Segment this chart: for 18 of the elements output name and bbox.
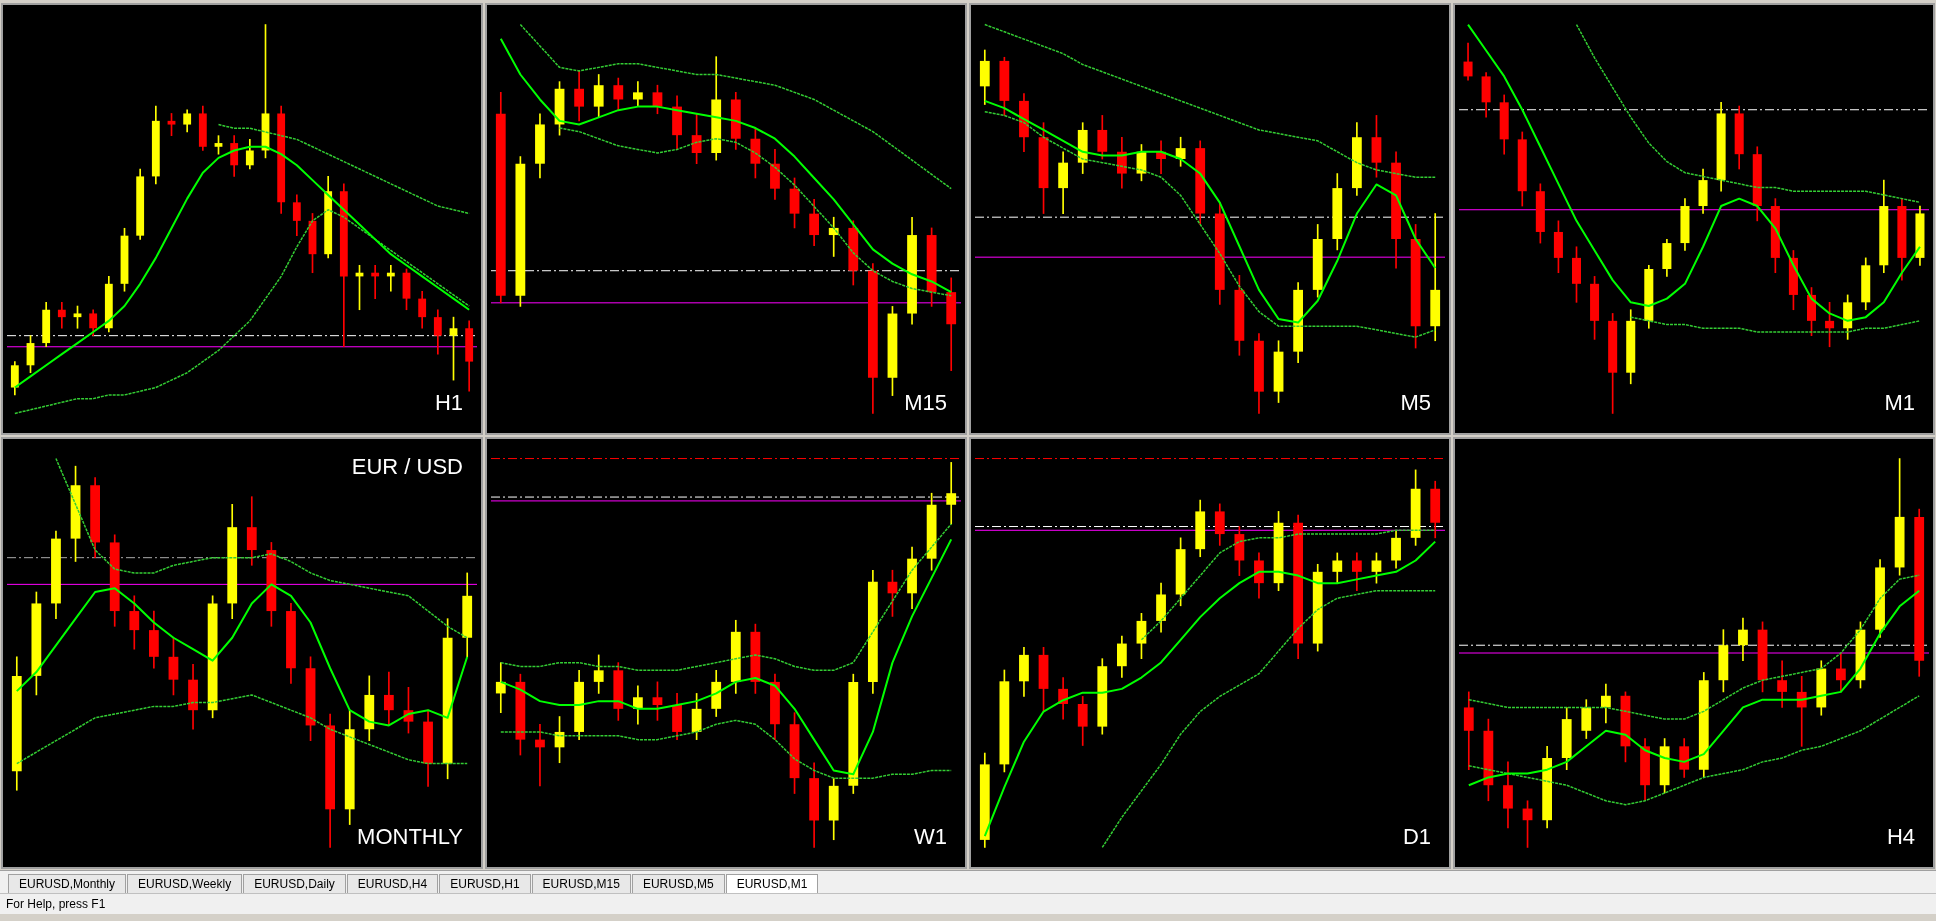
annotation: W1 (914, 824, 947, 850)
annotation: M5 (1400, 390, 1431, 416)
category-label: EURUSD,M15 (531, 874, 631, 893)
category-label: EURUSD,H1 (439, 874, 531, 893)
category-label: EURUSD,M1 (725, 874, 819, 893)
annotation: M1 (1884, 390, 1915, 416)
annotation: H1 (434, 390, 463, 416)
chart-title: EUR / USD (351, 454, 463, 480)
category-label: EURUSD,Weekly (127, 874, 243, 893)
annotation: D1 (1402, 824, 1431, 850)
category-label: EURUSD,Monthly (8, 874, 127, 893)
category-label: EURUSD,H4 (346, 874, 439, 893)
annotation: MONTHLY (357, 824, 464, 850)
annotation: H4 (1886, 824, 1915, 850)
text: For Help, press F1 (6, 897, 106, 911)
category-label: EURUSD,M5 (631, 874, 725, 893)
annotation: M15 (904, 390, 947, 416)
category-label: EURUSD,Daily (243, 874, 346, 893)
